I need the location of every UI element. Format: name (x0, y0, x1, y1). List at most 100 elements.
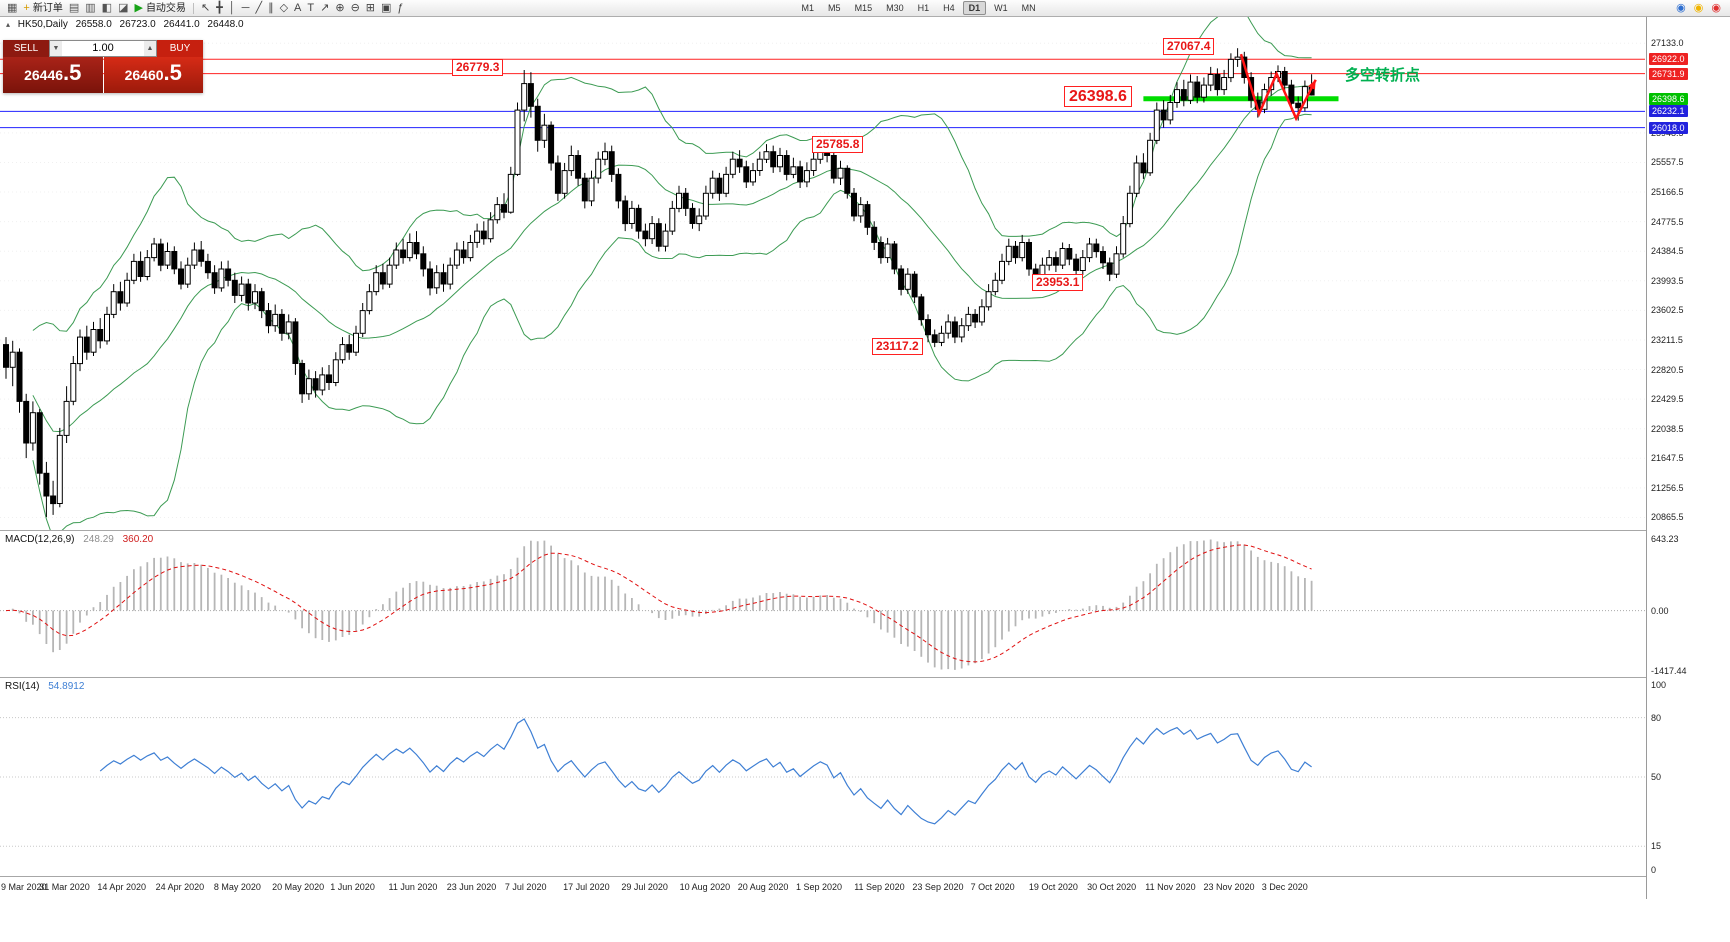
time-axis-label: 7 Oct 2020 (970, 882, 1015, 892)
text-annotation[interactable]: 多空转折点 (1345, 67, 1421, 84)
timeframe-m1-button[interactable]: M1 (801, 3, 815, 13)
scale-label: 24384.5 (1651, 246, 1684, 257)
macd-signal-value: 360.20 (122, 534, 154, 545)
scale-label: 22820.5 (1651, 364, 1684, 375)
main-toolbar: ▦ + 新订单 ▤ ▥ ◧ ◪ ▶ 自动交易 ↖ ╋ │ ─ ╱ ∥ ◇ A T ↗ ⊕ ⊖ ⊞ ▣ ƒ M1 M5 M15 M30 H… (0, 0, 1730, 17)
price-label[interactable]: 26398.6 (1064, 86, 1132, 107)
trendline-icon: ╱ (255, 1, 263, 14)
rsi-indicator-pane[interactable] (0, 678, 1646, 876)
time-axis-label: 31 Mar 2020 (39, 882, 90, 892)
sell-tab[interactable]: SELL (3, 40, 49, 57)
scale-label: -1417.44 (1651, 666, 1687, 676)
timeframe-d1-button[interactable]: D1 (962, 1, 987, 15)
price-line-marker: 26398.6 (1649, 92, 1688, 105)
horizontal-line-button[interactable]: ─ (239, 1, 253, 16)
timeframe-m5-button[interactable]: M5 (828, 3, 841, 13)
price-scale[interactable]: 27133.025948.525557.525166.524775.524384… (1646, 16, 1730, 899)
new-chart-button[interactable]: ▦ (4, 1, 20, 16)
crosshair-button[interactable]: ╋ (213, 1, 226, 16)
new-order-button-label: 新订单 (32, 2, 63, 14)
pane-separator[interactable] (0, 677, 1730, 678)
community-icon: ◉ (1676, 1, 1686, 14)
terminal-button[interactable]: ◪ (115, 1, 131, 16)
timeframe-h4-button[interactable]: H4 (943, 3, 955, 13)
buy-tab[interactable]: BUY (157, 40, 203, 57)
macd-indicator-pane[interactable] (0, 531, 1646, 677)
main-chart-canvas[interactable] (0, 16, 1646, 530)
community-button[interactable]: ◉ (1673, 1, 1689, 16)
time-axis-label: 1 Sep 2020 (796, 882, 843, 892)
price-line-marker: 26232.1 (1649, 105, 1688, 118)
timeframe-w1-button[interactable]: W1 (994, 3, 1008, 13)
trendline-button[interactable]: ╱ (252, 1, 265, 16)
text-button[interactable]: A (291, 1, 304, 16)
channel-icon: ∥ (268, 1, 274, 14)
scale-label: 24775.5 (1651, 216, 1684, 227)
record-icon: ◉ (1711, 1, 1721, 14)
time-axis-label: 23 Jun 2020 (446, 882, 497, 892)
new-chart-icon: ▦ (7, 1, 18, 14)
market-watch-button[interactable]: ▥ (82, 1, 98, 16)
channel-button[interactable]: ∥ (265, 1, 277, 16)
pane-marker-icon: ▴ (6, 20, 11, 29)
open-value: 26558.0 (75, 19, 112, 30)
sell-price: 26446 (24, 67, 64, 83)
scale-label: 0.00 (1651, 605, 1669, 616)
tile-windows-icon: ⊞ (365, 1, 375, 14)
cascade-windows-button[interactable]: ▣ (378, 1, 394, 16)
rsi-value: 54.8912 (48, 681, 85, 692)
volume-decrease-button[interactable]: ▼ (50, 41, 62, 56)
crosshair-icon: ╋ (216, 1, 223, 14)
vertical-line-button[interactable]: │ (226, 1, 239, 16)
profiles-button[interactable]: ▤ (66, 1, 82, 16)
price-label[interactable]: 23953.1 (1032, 274, 1084, 291)
macd-header: MACD(12,26,9) 248.29 360.20 (5, 534, 159, 545)
scale-label: 22429.5 (1651, 394, 1684, 405)
zoom-in-button[interactable]: ⊕ (332, 1, 347, 16)
shapes-button[interactable]: ◇ (277, 1, 291, 16)
indicators-button[interactable]: ƒ (394, 1, 406, 16)
pane-separator[interactable] (0, 876, 1730, 877)
volume-increase-button[interactable]: ▲ (144, 41, 156, 56)
close-value: 26448.0 (207, 19, 244, 30)
tile-windows-button[interactable]: ⊞ (363, 1, 378, 16)
scale-label: 23211.5 (1651, 334, 1683, 345)
horizontal-line-icon: ─ (241, 1, 250, 14)
record-button[interactable]: ◉ (1708, 1, 1724, 16)
cursor-icon: ↖ (200, 1, 211, 14)
text-label-button[interactable]: T (304, 1, 317, 16)
time-axis-label: 1 Jun 2020 (330, 882, 375, 892)
price-label[interactable]: 26779.3 (452, 59, 504, 76)
data-window-button[interactable]: ◧ (99, 1, 115, 16)
price-label[interactable]: 23117.2 (872, 338, 923, 355)
rsi-label: RSI(14) (5, 681, 40, 692)
scale-label: 21256.5 (1651, 482, 1684, 493)
sell-price-pips: .5 (63, 60, 82, 85)
profiles-icon: ▤ (68, 1, 80, 14)
time-axis-label: 11 Nov 2020 (1145, 882, 1196, 892)
time-axis-label: 24 Apr 2020 (155, 882, 205, 892)
alert-button[interactable]: ◉ (1691, 1, 1707, 16)
market-watch-icon: ▥ (85, 1, 96, 14)
text-icon: A (294, 1, 302, 14)
cursor-button[interactable]: ↖ (198, 1, 213, 16)
price-label[interactable]: 27067.4 (1163, 38, 1215, 55)
arrows-button[interactable]: ↗ (317, 1, 332, 16)
autotrading-button[interactable]: ▶ 自动交易 (131, 1, 188, 16)
timeframe-h1-button[interactable]: H1 (917, 3, 930, 13)
pane-separator[interactable] (0, 530, 1730, 531)
zoom-out-button[interactable]: ⊖ (348, 1, 363, 16)
timeframe-mn-button[interactable]: MN (1021, 3, 1036, 13)
time-axis[interactable]: 9 Mar 2020 31 Mar 2020 14 Apr 2020 24 Apr 2… (0, 877, 1646, 898)
price-label[interactable]: 25785.8 (812, 136, 864, 153)
sell-button[interactable]: 26446 .5 (3, 57, 103, 93)
data-window-icon: ◧ (101, 1, 113, 14)
timeframe-m30-button[interactable]: M30 (886, 3, 904, 13)
time-axis-label: 23 Nov 2020 (1203, 882, 1255, 892)
buy-button[interactable]: 26460 .5 (103, 57, 203, 93)
timeframe-m15-button[interactable]: M15 (854, 3, 873, 13)
volume-input[interactable]: 1.00 (92, 42, 114, 54)
scale-label: 25166.5 (1651, 187, 1684, 198)
arrows-icon: ↗ (320, 1, 330, 14)
new-order-button[interactable]: + 新订单 (20, 1, 65, 16)
